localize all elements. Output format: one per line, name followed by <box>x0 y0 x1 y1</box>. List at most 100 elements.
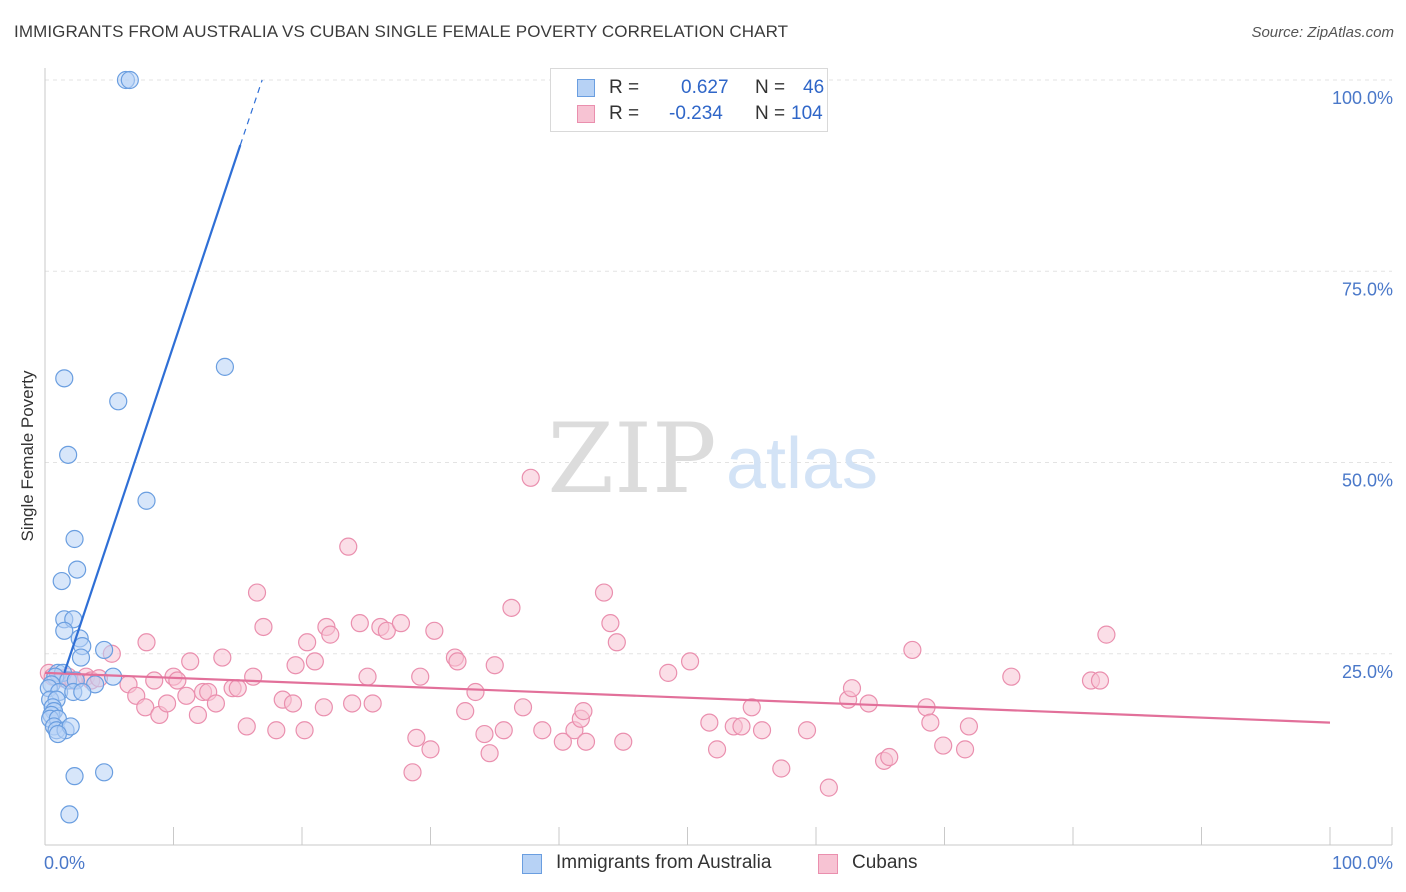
data-point-cubans <box>955 740 975 759</box>
data-point-cubans <box>283 694 303 713</box>
watermark-zip: ZIP <box>547 403 716 515</box>
legend-n-value: 46 <box>803 77 825 98</box>
series-australia-points <box>39 70 234 824</box>
data-point-cubans <box>772 759 791 778</box>
bottom-legend-swatch-blue <box>522 854 542 874</box>
legend-swatch-blue <box>577 79 595 97</box>
data-point-cubans <box>411 667 430 686</box>
data-point-cubans <box>574 702 593 721</box>
data-point-cubans <box>228 679 247 698</box>
data-point-cubans <box>485 656 504 675</box>
x-tick-labels: 0.0% 100.0% <box>44 853 1393 873</box>
data-point-cubans <box>321 625 340 644</box>
data-point-cubans <box>137 633 156 652</box>
data-point-cubans <box>314 698 333 717</box>
data-point-cubans <box>188 705 208 725</box>
data-point-cubans <box>358 667 377 686</box>
data-point-cubans <box>267 721 286 740</box>
grid-lines <box>45 79 1392 655</box>
y-tick-label: 100.0% <box>1332 88 1393 108</box>
data-point-cubans <box>213 648 232 667</box>
data-point-cubans <box>959 717 979 736</box>
trend-lines <box>44 79 1331 724</box>
data-point-cubans <box>177 686 196 705</box>
data-point-cubans <box>475 724 494 744</box>
data-point-cubans <box>247 583 267 602</box>
data-point-australia <box>52 571 71 591</box>
data-point-cubans <box>921 713 940 732</box>
data-point-australia <box>215 357 234 376</box>
legend-r-label: R = <box>609 103 640 124</box>
data-point-cubans <box>659 663 678 682</box>
legend-n-label: N = <box>755 77 786 98</box>
data-point-cubans <box>350 614 369 633</box>
trend-line-cubans <box>44 671 1331 724</box>
data-point-cubans <box>903 640 922 660</box>
correlation-legend: R = 0.627 N = 46 R = -0.234 N = 104 <box>550 68 828 132</box>
data-point-cubans <box>732 717 751 736</box>
data-point-australia <box>71 648 91 667</box>
data-point-cubans <box>1097 625 1116 644</box>
data-point-cubans <box>339 537 358 556</box>
data-point-cubans <box>295 721 314 740</box>
legend-swatch-pink <box>577 105 595 123</box>
data-point-cubans <box>305 652 324 671</box>
data-point-australia <box>48 724 67 744</box>
data-point-cubans <box>181 652 200 671</box>
data-point-cubans <box>403 763 422 782</box>
data-point-cubans <box>391 614 411 633</box>
data-point-cubans <box>244 667 263 686</box>
chart-title: IMMIGRANTS FROM AUSTRALIA VS CUBAN SINGL… <box>14 22 789 41</box>
y-tick-label: 75.0% <box>1342 279 1393 299</box>
data-point-cubans <box>206 694 226 713</box>
data-point-australia <box>65 529 84 549</box>
data-point-cubans <box>494 721 513 740</box>
source-credit: Source: ZipAtlas.com <box>1251 24 1394 41</box>
data-point-australia <box>137 491 156 510</box>
bottom-legend-label-australia: Immigrants from Australia <box>556 852 772 873</box>
legend-n-label: N = <box>755 103 786 124</box>
data-point-cubans <box>614 732 633 751</box>
y-tick-labels: 25.0% 50.0% 75.0% 100.0% <box>1332 88 1393 682</box>
data-point-cubans <box>425 621 444 640</box>
data-point-cubans <box>377 621 396 640</box>
data-point-cubans <box>136 698 155 717</box>
trend-line-australia-extension <box>239 79 263 146</box>
data-point-cubans <box>466 682 485 702</box>
series-cubans-points <box>39 468 1116 797</box>
data-point-australia <box>60 805 79 824</box>
x-tick-label: 100.0% <box>1332 853 1393 873</box>
data-point-cubans <box>742 698 761 717</box>
data-point-cubans <box>521 468 540 487</box>
y-tick-label: 50.0% <box>1342 471 1393 491</box>
data-point-cubans <box>343 694 362 713</box>
data-point-cubans <box>286 656 305 675</box>
legend-r-value: 0.627 <box>681 77 729 98</box>
data-point-cubans <box>607 633 626 652</box>
x-tick-label: 0.0% <box>44 853 85 873</box>
legend-r-value: -0.234 <box>669 103 723 124</box>
data-point-cubans <box>168 671 187 690</box>
data-point-cubans <box>157 694 177 713</box>
data-point-cubans <box>237 717 256 736</box>
data-point-cubans <box>842 679 862 698</box>
data-point-australia <box>65 767 84 786</box>
data-point-cubans <box>421 740 440 759</box>
data-point-cubans <box>680 652 700 671</box>
watermark-atlas: atlas <box>726 424 878 504</box>
data-point-cubans <box>594 583 614 602</box>
data-point-australia <box>73 682 92 702</box>
data-point-australia <box>95 640 114 660</box>
data-point-cubans <box>298 633 317 652</box>
data-point-australia <box>95 763 114 782</box>
data-point-cubans <box>502 598 521 617</box>
data-point-australia <box>109 392 128 411</box>
data-point-australia <box>59 445 78 464</box>
data-point-australia <box>55 369 74 388</box>
data-point-cubans <box>448 652 467 671</box>
trend-line-australia <box>63 144 242 674</box>
data-point-australia <box>68 560 87 579</box>
data-point-cubans <box>1090 671 1110 690</box>
data-point-cubans <box>1002 667 1021 686</box>
